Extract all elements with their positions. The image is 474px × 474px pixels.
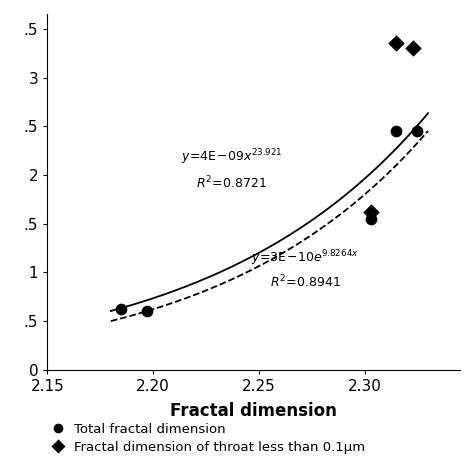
Point bbox=[367, 208, 375, 216]
Point bbox=[367, 215, 375, 223]
Text: $y\!=\!3\mathrm{E}\!-\!10e^{9.8264x}$: $y\!=\!3\mathrm{E}\!-\!10e^{9.8264x}$ bbox=[251, 248, 359, 267]
Point bbox=[392, 40, 400, 47]
Point bbox=[118, 306, 125, 313]
Text: $y\!=\!4\mathrm{E}\!-\!09x^{23.921}$: $y\!=\!4\mathrm{E}\!-\!09x^{23.921}$ bbox=[181, 147, 282, 167]
X-axis label: Fractal dimension: Fractal dimension bbox=[170, 402, 337, 420]
Text: $R^2\!=\!0.8941$: $R^2\!=\!0.8941$ bbox=[270, 274, 341, 291]
Legend: Total fractal dimension, Fractal dimension of throat less than 0.1μm: Total fractal dimension, Fractal dimensi… bbox=[50, 422, 365, 454]
Point bbox=[414, 128, 421, 135]
Text: $R^2\!=\!0.8721$: $R^2\!=\!0.8721$ bbox=[196, 174, 267, 191]
Point bbox=[392, 128, 400, 135]
Point bbox=[143, 308, 151, 315]
Point bbox=[410, 45, 417, 52]
